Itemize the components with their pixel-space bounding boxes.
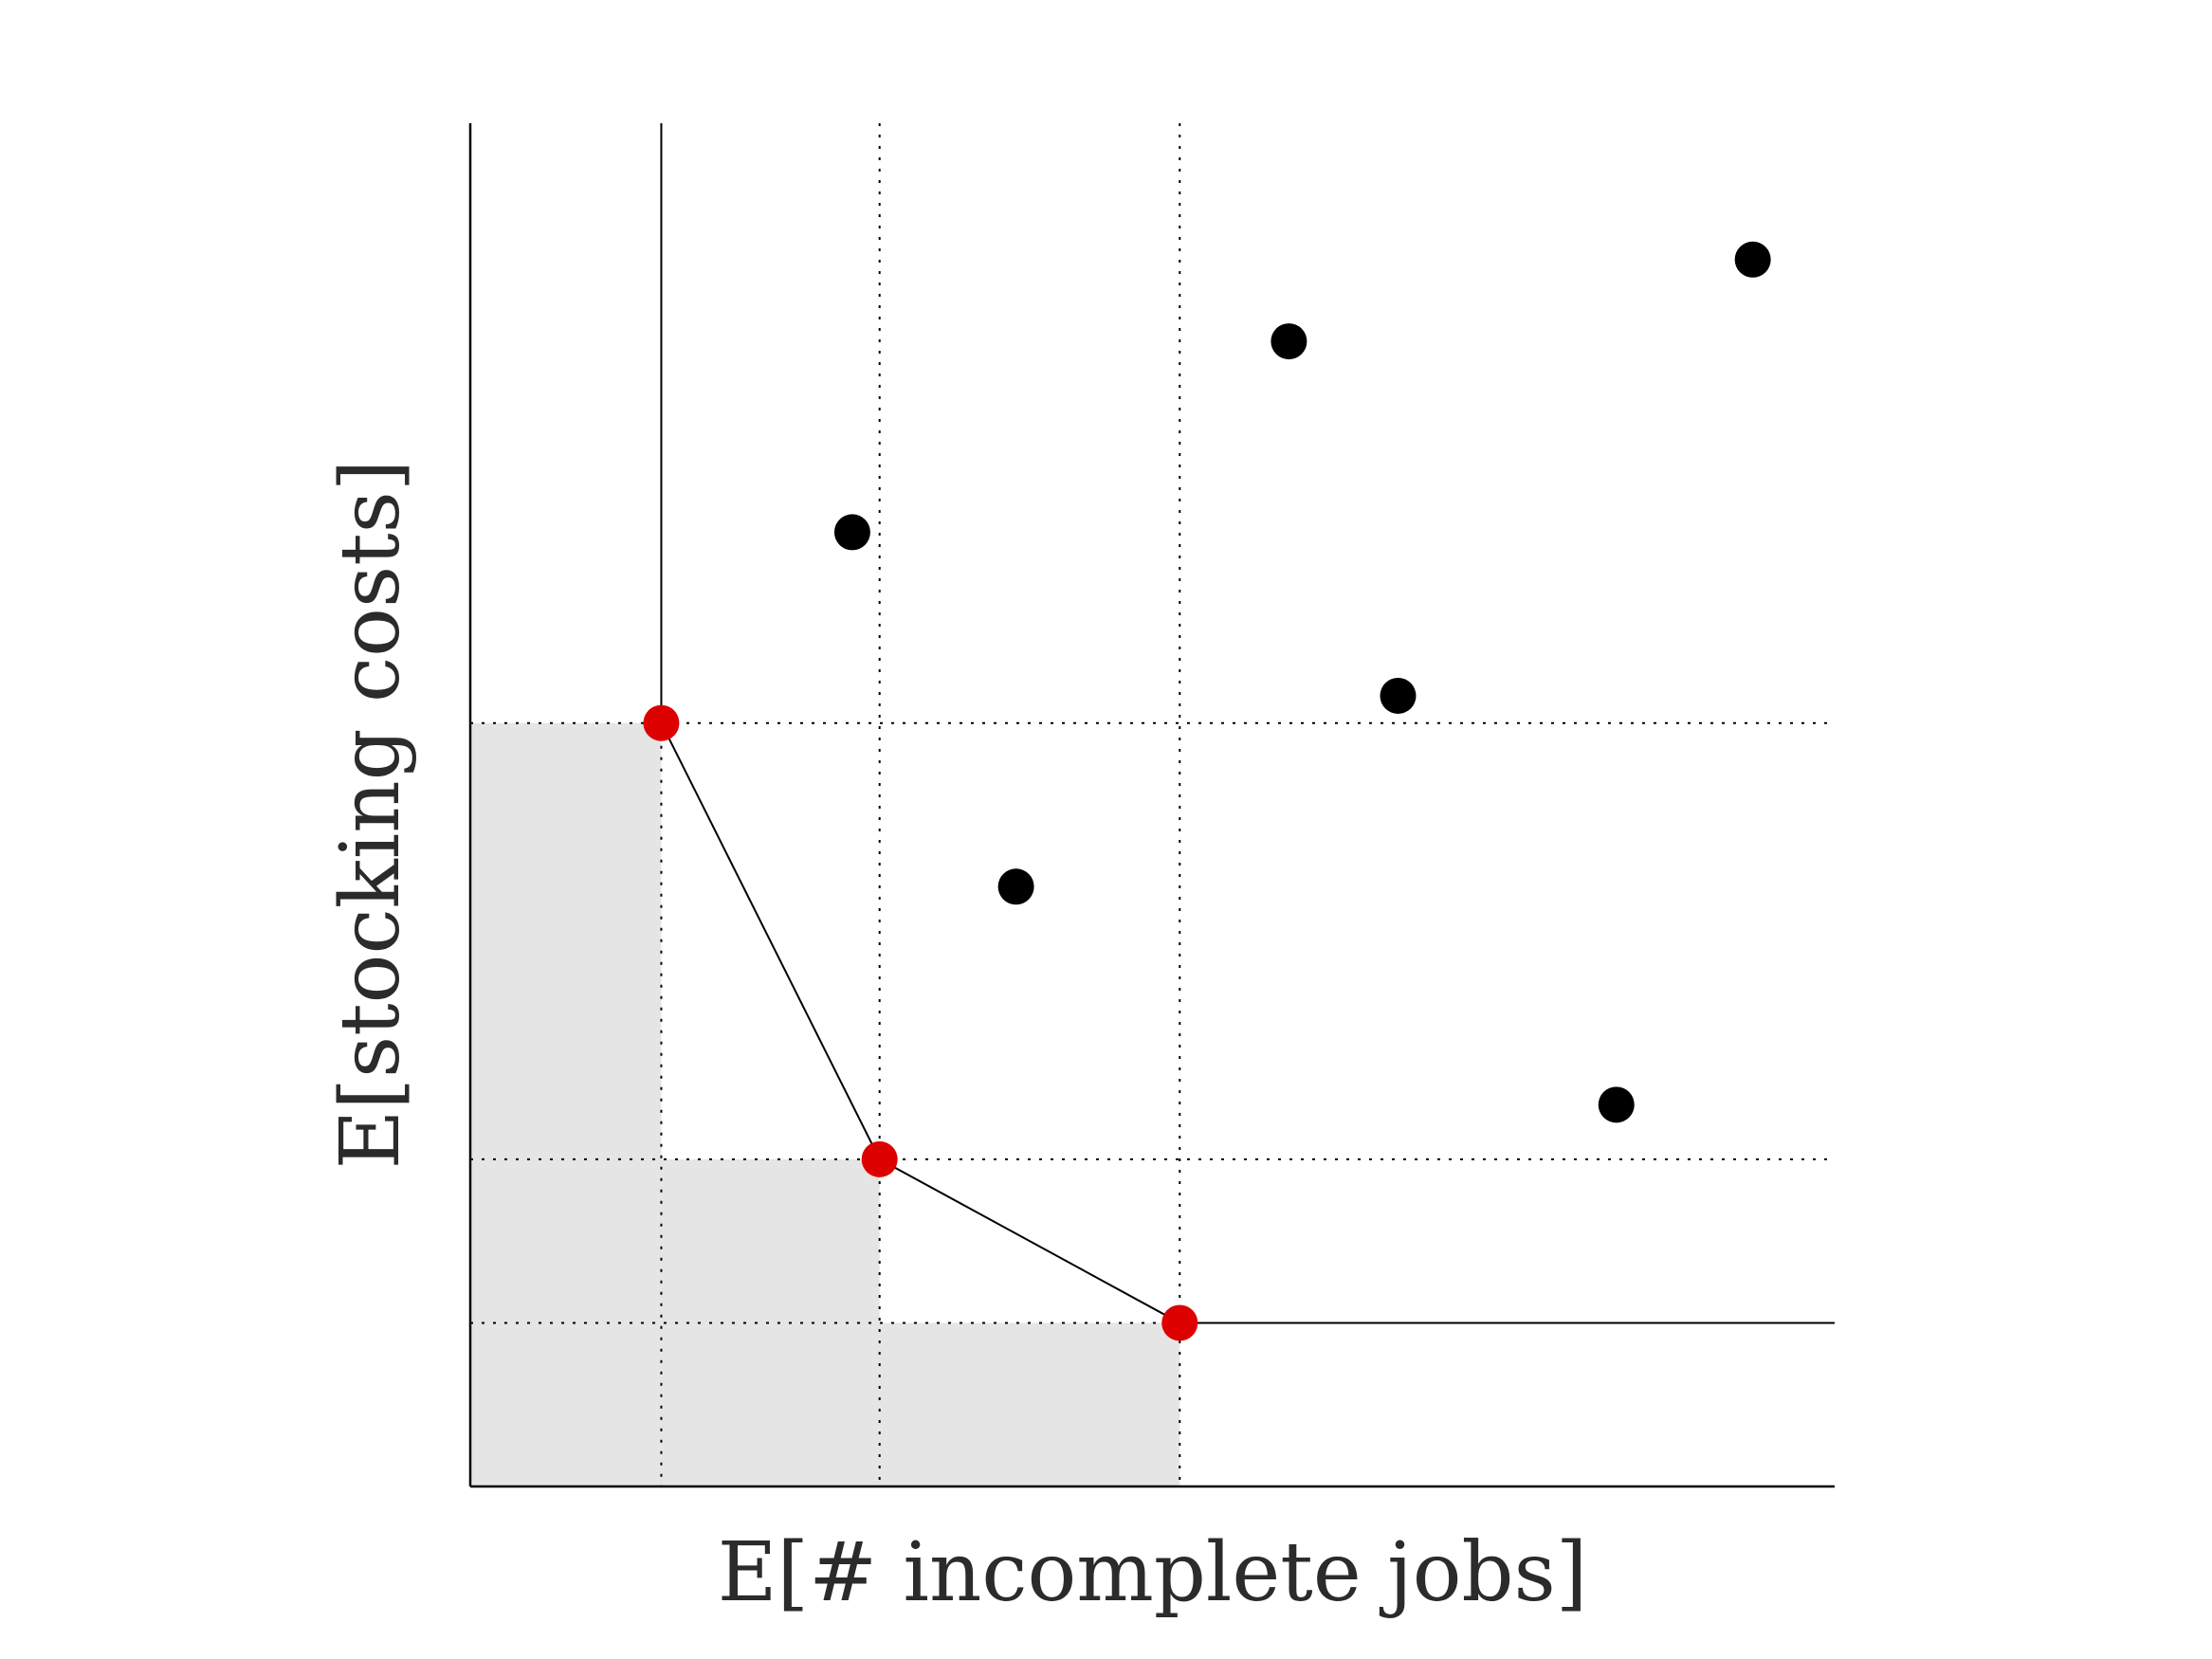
pareto-point-1 [643, 704, 680, 741]
dominated-point-2 [997, 868, 1034, 905]
guide-lines [470, 123, 1835, 1486]
axes [468, 123, 1835, 1488]
dominated-point-6 [1734, 241, 1771, 278]
data-points [643, 241, 1771, 1341]
pareto-frontier [660, 123, 1835, 1324]
dominated-point-5 [1598, 1086, 1635, 1123]
dominated-point-3 [1271, 323, 1307, 360]
pareto-point-2 [861, 1140, 898, 1177]
x-axis-label: E[# incomplete jobs] [718, 1525, 1588, 1620]
dominated-point-1 [833, 514, 870, 551]
shade-region-3 [470, 1322, 1180, 1486]
pareto-point-3 [1161, 1304, 1198, 1341]
dominated-point-4 [1380, 677, 1417, 714]
dominated-region-shading [470, 722, 1180, 1486]
y-axis-label: E[stocking costs] [323, 460, 418, 1170]
